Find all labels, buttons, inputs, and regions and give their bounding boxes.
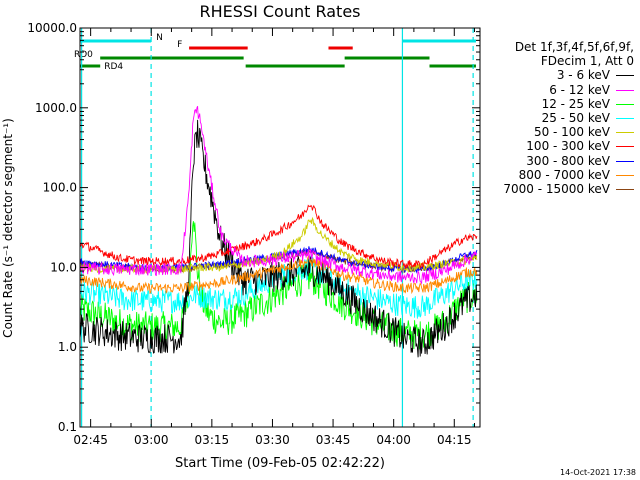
series-line [79, 204, 478, 270]
legend-item: 25 - 50 keV [484, 111, 634, 125]
legend-item: 7000 - 15000 keV [484, 182, 634, 196]
y-tick-label: 10.0 [50, 260, 77, 274]
y-axis-label: Count Rate (s⁻¹ detector segment⁻¹) [1, 118, 15, 338]
legend-item: 800 - 7000 keV [484, 168, 634, 182]
y-axis: 0.1 1.0 10.0 100.0 1000.0 10000.0 [27, 21, 480, 434]
x-tick-label: 02:45 [73, 433, 108, 447]
annotation-bars: N F RD0 RD4 [74, 33, 476, 72]
legend-item-label: 300 - 800 keV [526, 153, 610, 168]
chart-title: RHESSI Count Rates [200, 2, 361, 21]
legend-swatch [616, 132, 634, 134]
annotation-bar-label: RD4 [104, 62, 123, 72]
y-tick-label: 100.0 [43, 181, 77, 195]
series-group [79, 106, 478, 358]
legend-swatch [616, 146, 634, 148]
legend-swatch [616, 188, 634, 190]
series-line [79, 216, 478, 275]
y-tick-label: 0.1 [58, 420, 77, 434]
legend-item-label: 7000 - 15000 keV [503, 181, 610, 196]
x-tick-label: 03:30 [255, 433, 290, 447]
legend-swatch [616, 160, 634, 162]
y-tick-label: 1000.0 [35, 101, 77, 115]
annotation-bar-label: RD0 [74, 50, 93, 60]
legend-swatch [616, 103, 634, 105]
legend-item-label: 12 - 25 keV [541, 96, 610, 111]
y-tick-label: 1.0 [58, 340, 77, 354]
series-line [79, 255, 478, 295]
annotation-bar-label: F [177, 40, 182, 50]
legend-item: 50 - 100 keV [484, 125, 634, 139]
legend-swatch [616, 75, 634, 77]
legend-item-label: 25 - 50 keV [541, 110, 610, 125]
legend-item-label: 800 - 7000 keV [518, 167, 610, 182]
legend-item-label: 3 - 6 keV [556, 68, 610, 83]
legend-item: 3 - 6 keV [484, 68, 634, 82]
legend-swatch [616, 174, 634, 176]
annotation-bar-label: N [156, 33, 163, 43]
legend-header-line-1: Det 1f,3f,4f,5f,6f,9f, [514, 40, 634, 54]
plot-frame [79, 27, 481, 428]
legend-item: 100 - 300 keV [484, 139, 634, 153]
x-tick-label: 03:15 [195, 433, 230, 447]
legend-item-label: 6 - 12 keV [549, 82, 610, 97]
series-line [79, 106, 478, 285]
x-tick-label: 04:00 [376, 433, 411, 447]
legend-header-line-2: FDecim 1, Att 0 [540, 54, 634, 69]
legend-item: 12 - 25 keV [484, 97, 634, 111]
x-axis: 02:45 03:00 03:15 03:30 03:45 04:00 04:15 [73, 28, 475, 447]
legend-item-label: 50 - 100 keV [533, 125, 610, 140]
legend-item-label: 100 - 300 keV [526, 139, 610, 154]
x-axis-label: Start Time (09-Feb-05 02:42:22) [175, 456, 385, 471]
legend-item: 300 - 800 keV [484, 154, 634, 168]
legend: Det 1f,3f,4f,5f,6f,9f, FDecim 1, Att 0 3… [484, 40, 634, 196]
y-tick-label: 10000.0 [27, 21, 77, 35]
legend-swatch [616, 117, 634, 119]
x-tick-label: 03:00 [134, 433, 169, 447]
vertical-markers [81, 28, 474, 427]
timestamp: 14-Oct-2021 17:38 [560, 468, 636, 477]
legend-item: 6 - 12 keV [484, 83, 634, 97]
x-tick-label: 04:15 [437, 433, 472, 447]
legend-swatch [616, 89, 634, 91]
x-tick-label: 03:45 [316, 433, 351, 447]
